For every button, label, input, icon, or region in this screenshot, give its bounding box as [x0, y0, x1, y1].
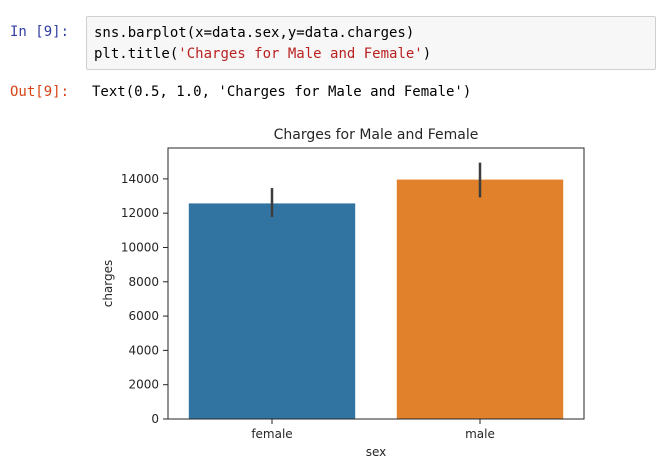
code-cell-input[interactable]: sns.barplot(x=data.sex,y=data.charges) p… — [86, 16, 656, 70]
bar-male — [396, 179, 564, 419]
code-title-call: plt.title( — [94, 46, 179, 62]
y-tick-label-10000: 10000 — [121, 240, 159, 254]
y-axis-label: charges — [101, 260, 115, 308]
output-prompt: Out[9]: — [10, 84, 70, 100]
y-tick-label-6000: 6000 — [128, 309, 159, 323]
y-tick-label-14000: 14000 — [121, 172, 159, 186]
y-tick-label-2000: 2000 — [128, 378, 159, 392]
bar-female — [188, 203, 356, 419]
output-text: Text(0.5, 1.0, 'Charges for Male and Fem… — [92, 84, 472, 100]
code-line-title: plt.title('Charges for Male and Female') — [94, 46, 431, 62]
code-title-string: 'Charges for Male and Female' — [178, 46, 423, 62]
chart-title: Charges for Male and Female — [274, 127, 479, 143]
code-line-barplot: sns.barplot(x=data.sex,y=data.charges) — [94, 25, 415, 41]
x-tick-label-male: male — [465, 427, 495, 441]
input-prompt: In [9]: — [10, 24, 70, 40]
y-tick-label-12000: 12000 — [121, 206, 159, 220]
x-axis-label: sex — [366, 445, 387, 459]
y-tick-label-8000: 8000 — [128, 275, 159, 289]
x-tick-label-female: female — [251, 427, 292, 441]
plot-frame — [167, 147, 585, 420]
code-title-close: ) — [422, 46, 432, 62]
y-tick-label-0: 0 — [151, 412, 159, 426]
y-tick-label-4000: 4000 — [128, 343, 159, 357]
